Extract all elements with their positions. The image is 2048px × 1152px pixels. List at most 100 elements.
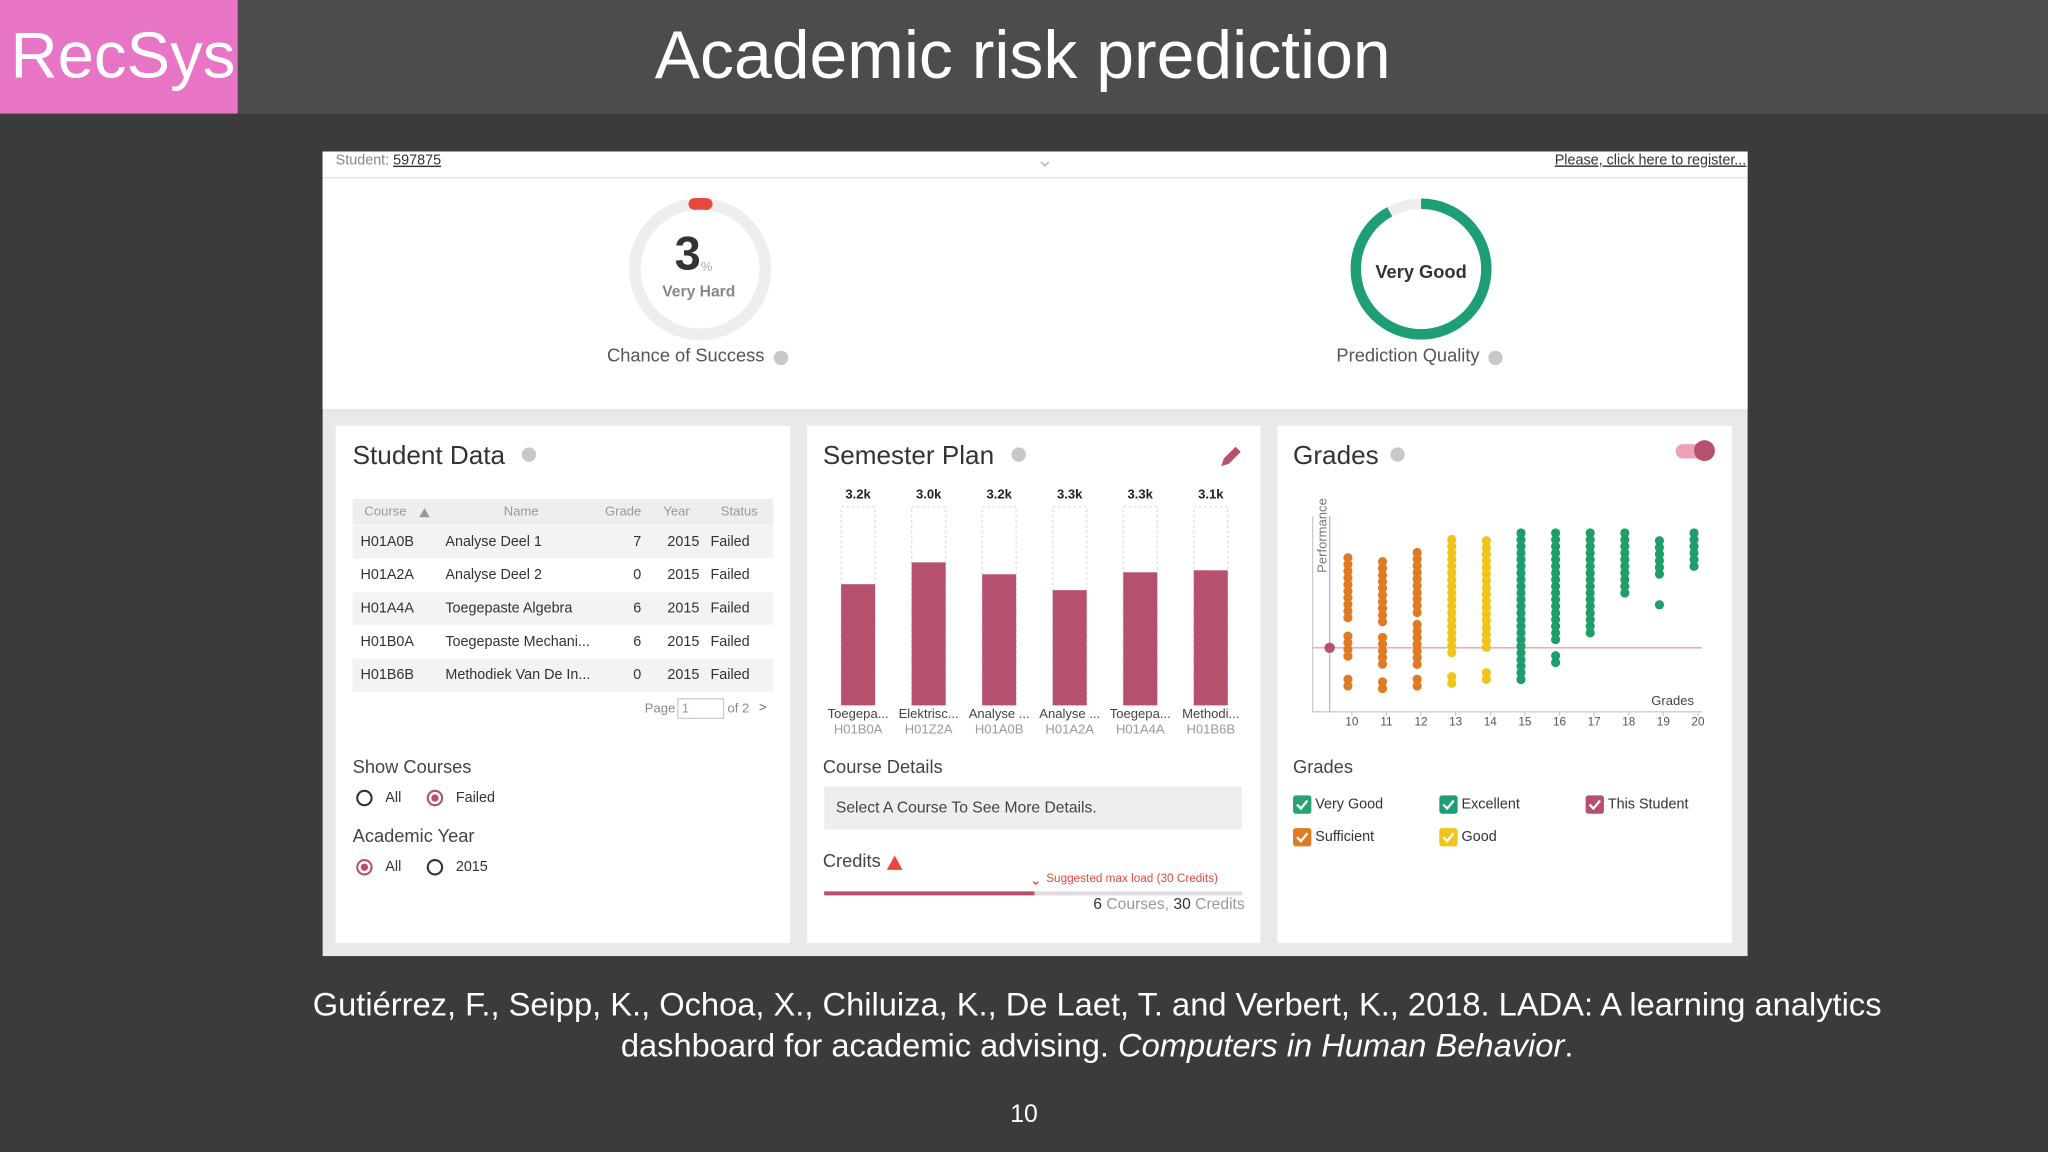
checkbox[interactable]	[1439, 795, 1458, 814]
courses-count: 6	[1093, 896, 1102, 913]
checkbox[interactable]	[1439, 828, 1458, 847]
cell: 2015	[667, 667, 699, 683]
bar-label: 3.3k	[1057, 486, 1083, 501]
table-row	[352, 658, 774, 692]
bar-label: 3.1k	[1198, 486, 1224, 501]
toggle-knob	[1694, 440, 1715, 462]
cell: Failed	[711, 667, 750, 683]
radio-dot	[431, 794, 439, 802]
radio-label: All	[385, 790, 401, 806]
group-label: Show Courses	[353, 756, 472, 777]
bar[interactable]	[982, 574, 1017, 706]
bar-label: 3.2k	[986, 486, 1012, 501]
bar[interactable]	[1193, 570, 1228, 706]
journal: Computers in Human Behavior	[1118, 1026, 1565, 1063]
label: 1	[682, 701, 689, 716]
student-id: 597875	[393, 152, 441, 168]
cell: Failed	[711, 600, 750, 616]
radio-dot	[360, 863, 369, 871]
card-title: Grades	[1293, 440, 1379, 470]
course-name: Elektrisc...	[899, 706, 959, 721]
legend-label: Sufficient	[1315, 829, 1374, 845]
column-header: Grade	[605, 503, 641, 518]
label: Very Good	[1375, 261, 1466, 282]
cell: Failed	[711, 567, 750, 583]
citation: dashboard for academic advising. Compute…	[621, 1026, 1574, 1063]
bar[interactable]	[1052, 590, 1087, 706]
success-value: 3%	[675, 227, 713, 280]
radio[interactable]	[426, 859, 444, 876]
top-panel	[322, 151, 1748, 409]
checkbox[interactable]	[1293, 828, 1312, 847]
credits-unit: Credits	[1195, 896, 1245, 913]
course-name: Methodi...	[1182, 706, 1239, 721]
legend-label: Excellent	[1462, 796, 1520, 812]
cell: Analyse Deel 1	[445, 534, 542, 550]
page-input[interactable]	[677, 698, 725, 720]
x-tick-label: 17	[1588, 715, 1601, 728]
label: Chance of Success	[607, 344, 764, 365]
x-tick-label: 15	[1518, 715, 1532, 728]
table-header	[352, 498, 774, 526]
check	[1296, 832, 1309, 843]
label: Very Hard	[662, 284, 735, 301]
bar-label: 3.0k	[916, 486, 942, 501]
legend-label: This Student	[1608, 796, 1689, 812]
success-unit: %	[701, 259, 713, 274]
student: Student: 597875	[336, 152, 441, 168]
x-tick-label: 12	[1415, 715, 1428, 728]
bar-label: 3.3k	[1128, 486, 1154, 501]
radio-label: All	[385, 859, 401, 875]
info-icon	[521, 447, 537, 462]
details-box	[824, 786, 1243, 830]
course-code: H01B6B	[1186, 722, 1235, 737]
label: of 2	[728, 701, 750, 716]
checkbox[interactable]	[1293, 795, 1312, 814]
label: Performance	[1315, 498, 1330, 573]
header-band	[0, 0, 2048, 114]
edit-icon[interactable]	[1221, 446, 1241, 467]
credits-count: 30	[1173, 896, 1191, 913]
x-tick-label: 13	[1449, 715, 1463, 728]
course-name: Toegepa...	[1110, 706, 1171, 721]
label: Credits	[823, 850, 881, 871]
checkbox[interactable]	[1585, 795, 1604, 814]
course-name: Toegepa...	[828, 706, 889, 721]
cell: 6	[633, 600, 641, 616]
table-row	[352, 525, 774, 559]
card	[1277, 425, 1732, 944]
x-tick-label: 16	[1553, 715, 1567, 728]
info-icon	[1390, 447, 1405, 462]
this-student	[1324, 642, 1335, 654]
bar[interactable]	[841, 584, 876, 706]
cell: 0	[633, 567, 641, 583]
next-page[interactable]: >	[759, 699, 767, 714]
label: Course Details	[823, 756, 943, 777]
bar[interactable]	[1123, 572, 1158, 706]
cell: Failed	[711, 534, 750, 550]
cell: 0	[633, 667, 641, 683]
gauge-arc	[1350, 198, 1492, 340]
register-link[interactable]: Please, click here to register...	[1555, 152, 1747, 168]
bar[interactable]	[911, 562, 946, 706]
cell: Toegepaste Mechani...	[445, 634, 589, 650]
info-icon	[1011, 447, 1026, 462]
info-icon	[1488, 350, 1503, 366]
column-header: Course	[364, 503, 406, 518]
label: Page	[645, 701, 675, 716]
radio[interactable]	[356, 789, 373, 807]
column-header: Status	[721, 503, 758, 518]
cell: H01B6B	[360, 667, 413, 683]
cell: H01A4A	[360, 600, 414, 616]
label: Select A Course To See More Details.	[836, 800, 1097, 817]
card-title: Semester Plan	[823, 440, 994, 470]
cell: H01A0B	[360, 534, 413, 550]
x-tick-label: 10	[1345, 715, 1359, 728]
page-number: 10	[1010, 1101, 1038, 1128]
label: Grades	[1651, 693, 1694, 708]
cell: Methodiek Van De In...	[445, 667, 590, 683]
column-header: Year	[663, 503, 690, 518]
x-tick-label: 19	[1657, 715, 1670, 728]
cell: 2015	[667, 534, 699, 550]
